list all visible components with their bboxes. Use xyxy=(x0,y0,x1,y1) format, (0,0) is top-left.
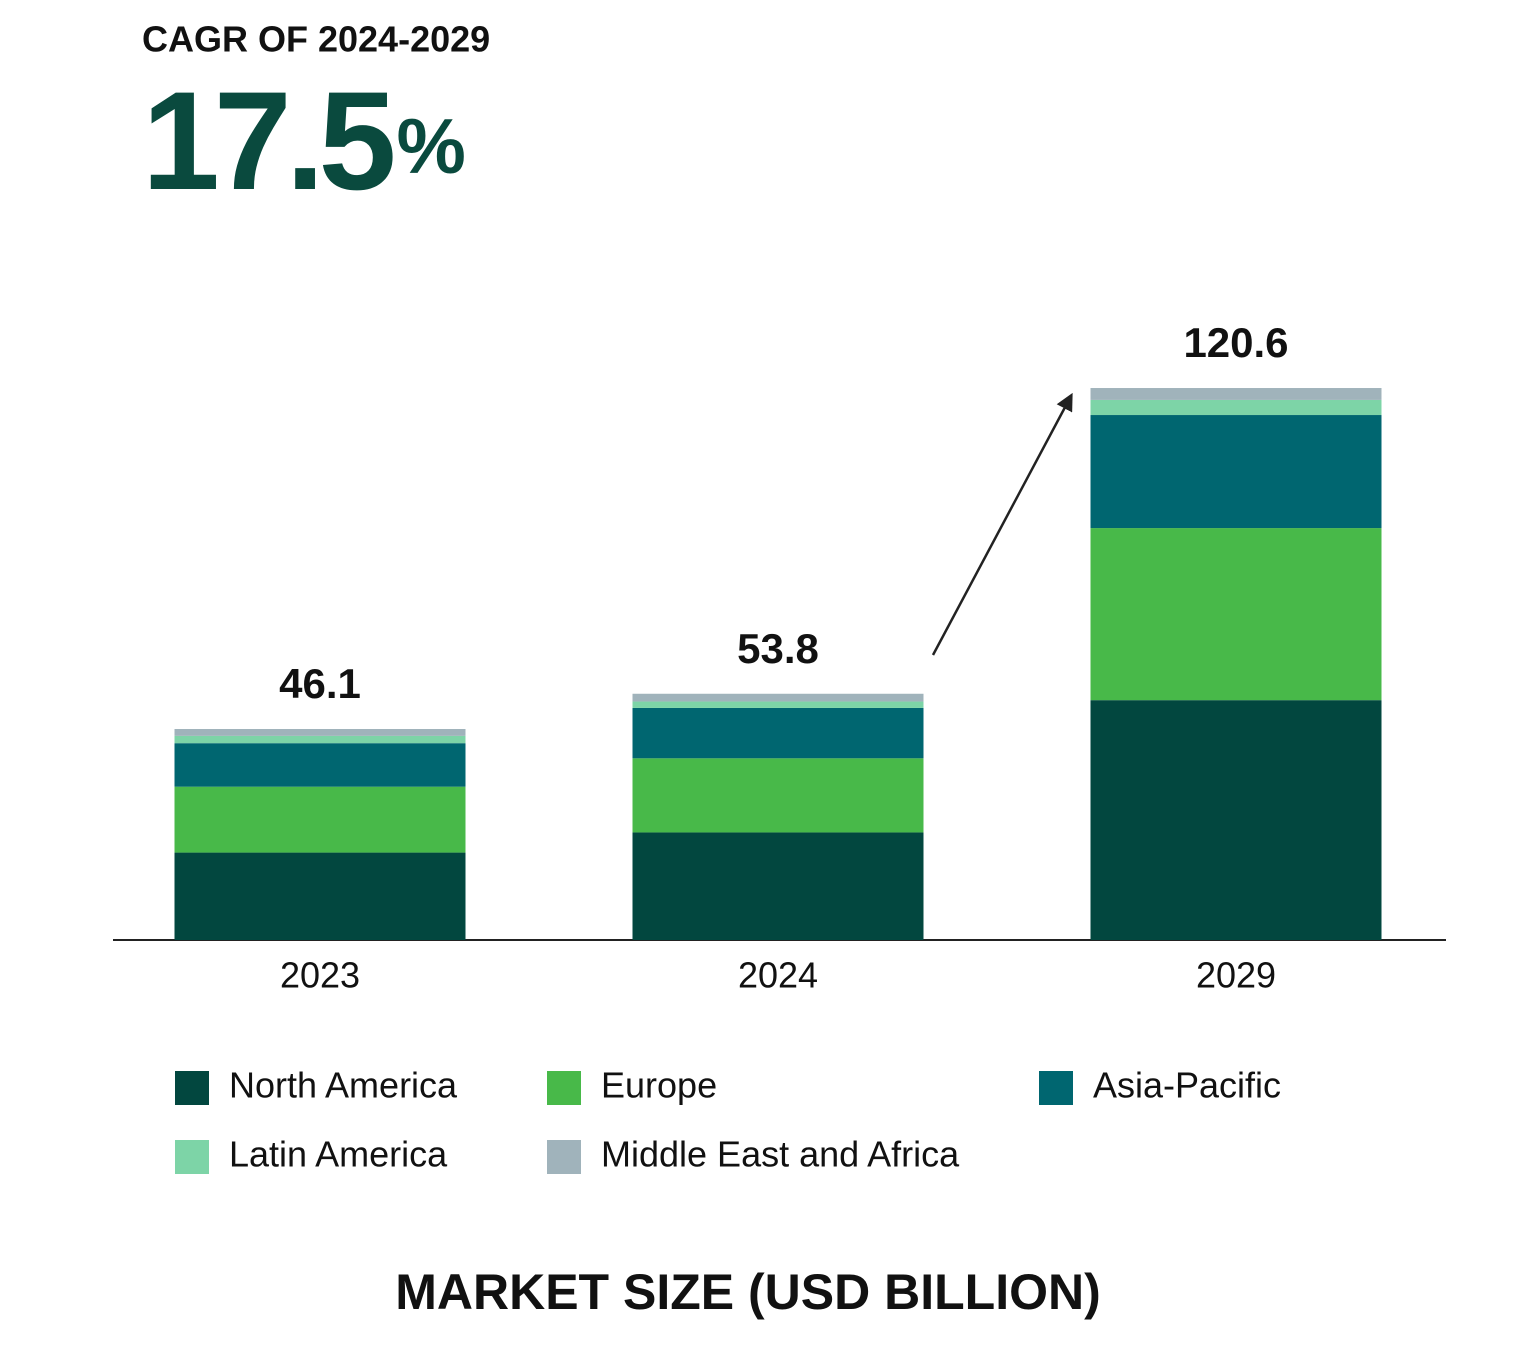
bar-segment xyxy=(174,786,466,853)
legend-swatch xyxy=(175,1071,209,1105)
bar-segment xyxy=(1090,399,1382,416)
total-label: 53.8 xyxy=(737,625,819,672)
bar-segment xyxy=(174,743,466,787)
total-label: 120.6 xyxy=(1183,319,1288,366)
bar-segment xyxy=(632,693,924,702)
x-tick-label: 2029 xyxy=(1196,955,1276,996)
cagr-unit: % xyxy=(396,102,464,190)
legend-label: Asia-Pacific xyxy=(1093,1065,1281,1106)
legend-label: Latin America xyxy=(229,1134,448,1175)
bar-segment xyxy=(1090,388,1382,400)
total-label: 46.1 xyxy=(279,660,361,707)
growth-arrow xyxy=(931,392,1073,656)
bar-segment xyxy=(174,852,466,940)
cagr-label: CAGR OF 2024-2029 xyxy=(142,19,490,60)
bar-segment xyxy=(632,832,924,940)
bar-segment xyxy=(174,735,466,744)
bar-segment xyxy=(1090,528,1382,701)
cagr-value: 17.5% xyxy=(142,62,464,219)
legend-swatch xyxy=(1039,1071,1073,1105)
bar-segment xyxy=(1090,415,1382,529)
legend-label: North America xyxy=(229,1065,458,1106)
x-tick-label: 2024 xyxy=(738,955,818,996)
bar-segment xyxy=(1090,700,1382,940)
bar-segment xyxy=(632,758,924,833)
bar-segment xyxy=(174,729,466,736)
bar-segment xyxy=(632,707,924,759)
x-tick-label: 2023 xyxy=(280,955,360,996)
bar-segment xyxy=(632,701,924,708)
legend-label: Middle East and Africa xyxy=(601,1134,960,1175)
legend-label: Europe xyxy=(601,1065,717,1106)
cagr-number: 17.5 xyxy=(142,62,393,219)
x-axis-label: MARKET SIZE (USD BILLION) xyxy=(395,1264,1101,1320)
legend-swatch xyxy=(547,1140,581,1174)
legend-swatch xyxy=(175,1140,209,1174)
legend-swatch xyxy=(547,1071,581,1105)
